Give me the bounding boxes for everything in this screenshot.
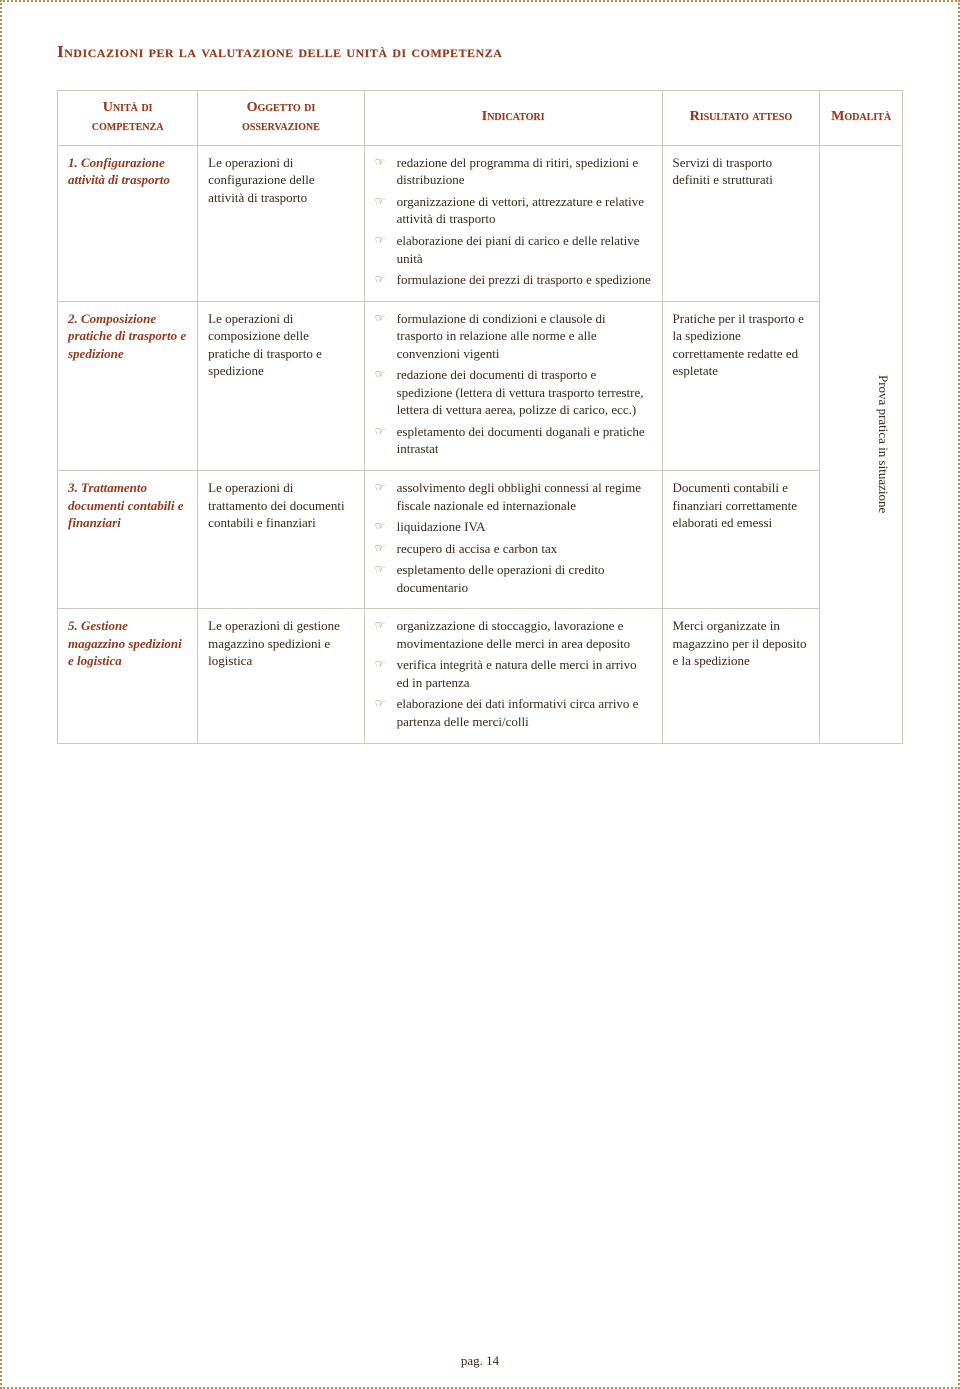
header-object: Oggetto di osservazione [198,91,364,146]
indicator-list: assolvimento degli obblighi connessi al … [375,479,652,596]
result-text: Merci organizzate in magazzino per il de… [673,617,810,670]
indicator-item: organizzazione di stoccaggio, lavorazion… [393,617,652,652]
indicator-item: redazione del programma di ritiri, spedi… [393,154,652,189]
table-row: 2. Composizione pratiche di trasporto e … [58,301,903,470]
table-row: 1. Configurazione attività di trasporto … [58,145,903,301]
unit-label: 1. Configurazione attività di trasporto [68,154,187,189]
object-text: Le operazioni di trattamento dei documen… [208,479,353,532]
indicator-list: formulazione di condizioni e clausole di… [375,310,652,458]
header-indicators: Indicatori [364,91,662,146]
indicator-item: assolvimento degli obblighi connessi al … [393,479,652,514]
indicator-item: formulazione dei prezzi di trasporto e s… [393,271,652,289]
table-header-row: Unità di competenza Oggetto di osservazi… [58,91,903,146]
section-title: Indicazioni per la valutazione delle uni… [57,42,903,62]
page-number: pag. 14 [2,1353,958,1369]
indicator-item: elaborazione dei dati informativi circa … [393,695,652,730]
table-row: 5. Gestione magazzino spedizioni e logis… [58,609,903,743]
indicator-item: espletamento dei documenti doganali e pr… [393,423,652,458]
result-text: Servizi di trasporto definiti e struttur… [673,154,810,189]
object-text: Le operazioni di gestione magazzino sped… [208,617,353,670]
indicator-list: redazione del programma di ritiri, spedi… [375,154,652,289]
object-text: Le operazioni di configurazione delle at… [208,154,353,207]
unit-label: 3. Trattamento documenti contabili e fin… [68,479,187,532]
result-text: Pratiche per il trasporto e la spedizion… [673,310,810,380]
unit-label: 2. Composizione pratiche di trasporto e … [68,310,187,363]
page-container: Indicazioni per la valutazione delle uni… [0,0,960,1389]
table-row: 3. Trattamento documenti contabili e fin… [58,470,903,608]
header-unit: Unità di competenza [58,91,198,146]
header-result: Risultato atteso [662,91,820,146]
competence-table: Unità di competenza Oggetto di osservazi… [57,90,903,744]
modality-text: Prova pratica in situazione [874,375,892,513]
indicator-item: redazione dei documenti di trasporto e s… [393,366,652,419]
unit-label: 5. Gestione magazzino spedizioni e logis… [68,617,187,670]
indicator-item: liquidazione IVA [393,518,652,536]
indicator-list: organizzazione di stoccaggio, lavorazion… [375,617,652,730]
indicator-item: espletamento delle operazioni di credito… [393,561,652,596]
result-text: Documenti contabili e finanziari corrett… [673,479,810,532]
indicator-item: organizzazione di vettori, attrezzature … [393,193,652,228]
modality-cell: Prova pratica in situazione [820,145,903,743]
indicator-item: recupero di accisa e carbon tax [393,540,652,558]
indicator-item: verifica integrità e natura delle merci … [393,656,652,691]
header-modality: Modalità [820,91,903,146]
indicator-item: formulazione di condizioni e clausole di… [393,310,652,363]
indicator-item: elaborazione dei piani di carico e delle… [393,232,652,267]
object-text: Le operazioni di composizione delle prat… [208,310,353,380]
